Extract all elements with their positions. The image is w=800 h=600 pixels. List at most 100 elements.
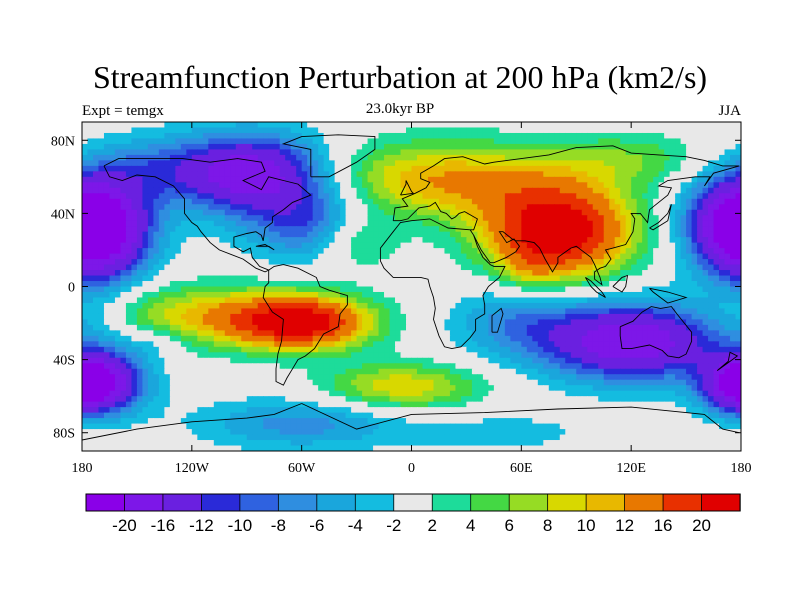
contour-cell: [554, 193, 561, 200]
contour-cell: [598, 187, 605, 194]
contour-cell: [186, 264, 193, 271]
contour-cell: [691, 248, 698, 255]
contour-cell: [82, 149, 89, 156]
contour-cell: [180, 237, 187, 244]
contour-cell: [730, 286, 737, 293]
contour-cell: [724, 149, 731, 156]
contour-cell: [636, 259, 643, 266]
contour-cell: [125, 198, 133, 205]
contour-cell: [614, 193, 621, 200]
contour-cell: [647, 313, 654, 320]
contour-cell: [499, 127, 506, 134]
contour-cell: [724, 204, 731, 211]
contour-cell: [296, 242, 303, 249]
contour-cell: [285, 341, 292, 348]
contour-cell: [224, 346, 231, 353]
contour-cell: [296, 313, 303, 320]
contour-cell: [351, 248, 358, 255]
contour-cell: [274, 341, 281, 348]
contour-cell: [268, 237, 275, 244]
contour-cell: [625, 324, 632, 331]
contour-cell: [334, 165, 341, 172]
contour-cell: [87, 193, 94, 200]
contour-cell: [455, 149, 462, 156]
contour-cell: [334, 198, 341, 205]
contour-cell: [493, 122, 500, 129]
contour-cell: [565, 154, 572, 161]
contour-cell: [241, 324, 248, 331]
contour-cell: [460, 259, 468, 266]
contour-cell: [92, 132, 100, 140]
contour-cell: [653, 154, 660, 161]
contour-cell: [120, 220, 127, 227]
contour-cell: [620, 226, 627, 233]
contour-cell: [224, 220, 231, 227]
contour-cell: [471, 215, 478, 222]
contour-cell: [252, 253, 259, 260]
contour-cell: [691, 286, 698, 293]
contour-cell: [164, 165, 171, 172]
contour-cell: [274, 330, 281, 337]
contour-cell: [493, 286, 500, 293]
contour-cell: [488, 335, 495, 342]
contour-cell: [367, 231, 374, 238]
contour-cell: [103, 335, 111, 342]
contour-cell: [526, 341, 533, 348]
contour-cell: [186, 281, 193, 288]
contour-cell: [367, 176, 374, 183]
contour-cell: [592, 182, 599, 189]
contour-cell: [279, 209, 286, 216]
contour-cell: [87, 259, 94, 266]
contour-cell: [477, 264, 484, 271]
contour-cell: [340, 187, 347, 194]
contour-cell: [620, 122, 627, 129]
contour-cell: [719, 259, 726, 266]
contour-cell: [340, 259, 347, 266]
contour-cell: [647, 154, 654, 161]
contour-cell: [570, 242, 577, 249]
contour-cell: [592, 237, 599, 244]
contour-cell: [493, 248, 500, 255]
contour-cell: [213, 231, 220, 238]
contour-cell: [581, 324, 588, 331]
contour-cell: [444, 187, 451, 194]
contour-cell: [493, 324, 500, 331]
contour-cell: [213, 204, 220, 211]
contour-cell: [142, 248, 149, 255]
contour-cell: [389, 193, 396, 200]
contour-cell: [697, 319, 704, 326]
contour-cell: [636, 270, 643, 277]
contour-cell: [351, 319, 358, 326]
contour-cell: [246, 270, 253, 277]
contour-cell: [103, 313, 111, 320]
contour-cell: [378, 335, 385, 342]
contour-cell: [504, 171, 511, 178]
contour-cell: [356, 122, 363, 129]
contour-cell: [609, 270, 616, 277]
contour-cell: [290, 324, 297, 331]
contour-cell: [213, 319, 220, 326]
contour-cell: [702, 275, 709, 282]
contour-cell: [713, 143, 720, 151]
contour-cell: [356, 286, 363, 293]
contour-cell: [669, 286, 676, 293]
contour-cell: [620, 270, 627, 277]
contour-cell: [565, 281, 572, 288]
contour-cell: [82, 291, 89, 299]
contour-cell: [373, 187, 380, 194]
contour-cell: [120, 302, 127, 310]
contour-cell: [488, 286, 495, 293]
contour-cell: [438, 198, 446, 205]
contour-cell: [285, 308, 292, 315]
contour-cell: [169, 215, 176, 222]
contour-cell: [158, 259, 165, 266]
contour-cell: [669, 248, 676, 255]
contour-cell: [559, 231, 566, 238]
contour-cell: [191, 330, 198, 337]
contour-cell: [658, 281, 665, 288]
contour-cell: [526, 187, 533, 194]
contour-cell: [416, 313, 424, 320]
contour-cell: [406, 259, 413, 266]
contour-cell: [444, 259, 451, 266]
contour-cell: [521, 237, 528, 244]
